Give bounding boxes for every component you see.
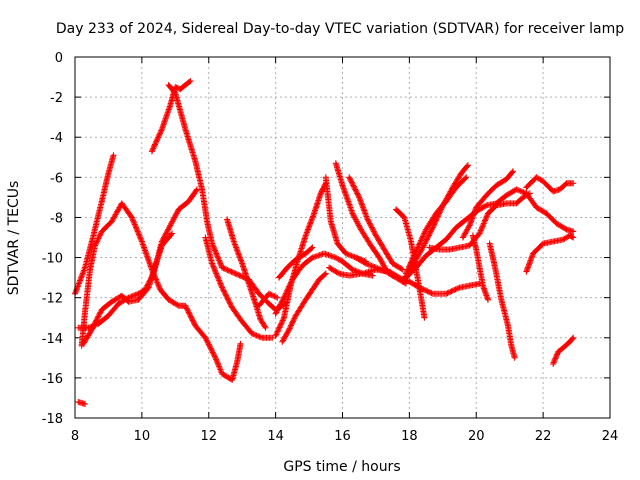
series-marks bbox=[469, 232, 491, 303]
series-marks bbox=[403, 174, 470, 277]
series-marks bbox=[426, 190, 533, 253]
series-track-26 bbox=[469, 232, 491, 303]
x-axis-label: GPS time / hours bbox=[283, 459, 400, 475]
y-tick-label: 0 bbox=[55, 51, 63, 66]
series-marks bbox=[75, 399, 88, 407]
series-marks bbox=[550, 334, 577, 367]
series-track-08 bbox=[202, 234, 276, 341]
series-marks bbox=[202, 234, 276, 341]
series-track-01 bbox=[75, 399, 88, 407]
x-tick-label: 18 bbox=[401, 429, 418, 444]
y-tick-label: -16 bbox=[42, 372, 63, 387]
y-tick-label: -6 bbox=[50, 171, 63, 186]
y-tick-label: -8 bbox=[50, 211, 63, 226]
y-tick-label: -10 bbox=[42, 252, 63, 267]
series-marks bbox=[224, 216, 269, 331]
series-track-28 bbox=[523, 232, 577, 275]
series-track-09 bbox=[224, 216, 269, 331]
series-track-27 bbox=[486, 240, 518, 361]
series-track-25 bbox=[459, 168, 516, 241]
chart-title: Day 233 of 2024, Sidereal Day-to-day VTE… bbox=[56, 21, 624, 37]
series-marks bbox=[255, 290, 281, 309]
series-marks bbox=[332, 160, 396, 279]
series-marks bbox=[459, 168, 516, 241]
series-marks bbox=[272, 180, 329, 339]
y-axis-label: SDTVAR / TECUs bbox=[6, 181, 22, 296]
series-track-29 bbox=[523, 174, 577, 195]
series-marks bbox=[276, 244, 316, 281]
y-tick-label: -2 bbox=[50, 91, 63, 106]
y-tick-label: -14 bbox=[42, 332, 63, 347]
x-tick-label: 24 bbox=[602, 429, 619, 444]
x-tick-label: 12 bbox=[200, 429, 217, 444]
x-tick-label: 8 bbox=[71, 429, 79, 444]
series-marks bbox=[523, 174, 577, 195]
series-track-16 bbox=[332, 160, 396, 279]
data-marks bbox=[72, 78, 577, 407]
series-track-07 bbox=[165, 82, 289, 313]
series-track-13 bbox=[272, 180, 329, 339]
series-marks bbox=[346, 174, 406, 273]
series-track-30 bbox=[550, 334, 577, 367]
series-track-06 bbox=[148, 78, 194, 155]
y-tick-label: -12 bbox=[42, 292, 63, 307]
x-tick-label: 14 bbox=[267, 429, 284, 444]
series-marks bbox=[165, 82, 289, 313]
y-tick-label: -4 bbox=[50, 131, 63, 146]
axis-ticks: 8 10 12 14 16 18 20 22 24 0 -2 -4 -6 -8 -10 -12 -14 -16 -1… bbox=[42, 51, 619, 444]
series-track-14 bbox=[276, 244, 316, 281]
series-track-12 bbox=[279, 270, 329, 345]
y-tick-label: -18 bbox=[42, 412, 63, 427]
x-tick-label: 20 bbox=[468, 429, 485, 444]
series-track-05 bbox=[78, 200, 244, 383]
series-marks bbox=[148, 78, 194, 155]
x-tick-label: 10 bbox=[134, 429, 151, 444]
series-marks bbox=[78, 200, 244, 383]
series-marks bbox=[523, 232, 577, 275]
series-marks bbox=[279, 270, 329, 345]
x-tick-label: 16 bbox=[334, 429, 351, 444]
plot-frame bbox=[74, 56, 611, 419]
series-track-24 bbox=[426, 190, 533, 253]
x-tick-label: 22 bbox=[535, 429, 552, 444]
series-track-23 bbox=[403, 174, 470, 277]
grid-lines bbox=[75, 57, 610, 418]
series-marks bbox=[486, 240, 518, 361]
series-track-10 bbox=[255, 290, 281, 309]
series-track-17 bbox=[346, 174, 406, 273]
